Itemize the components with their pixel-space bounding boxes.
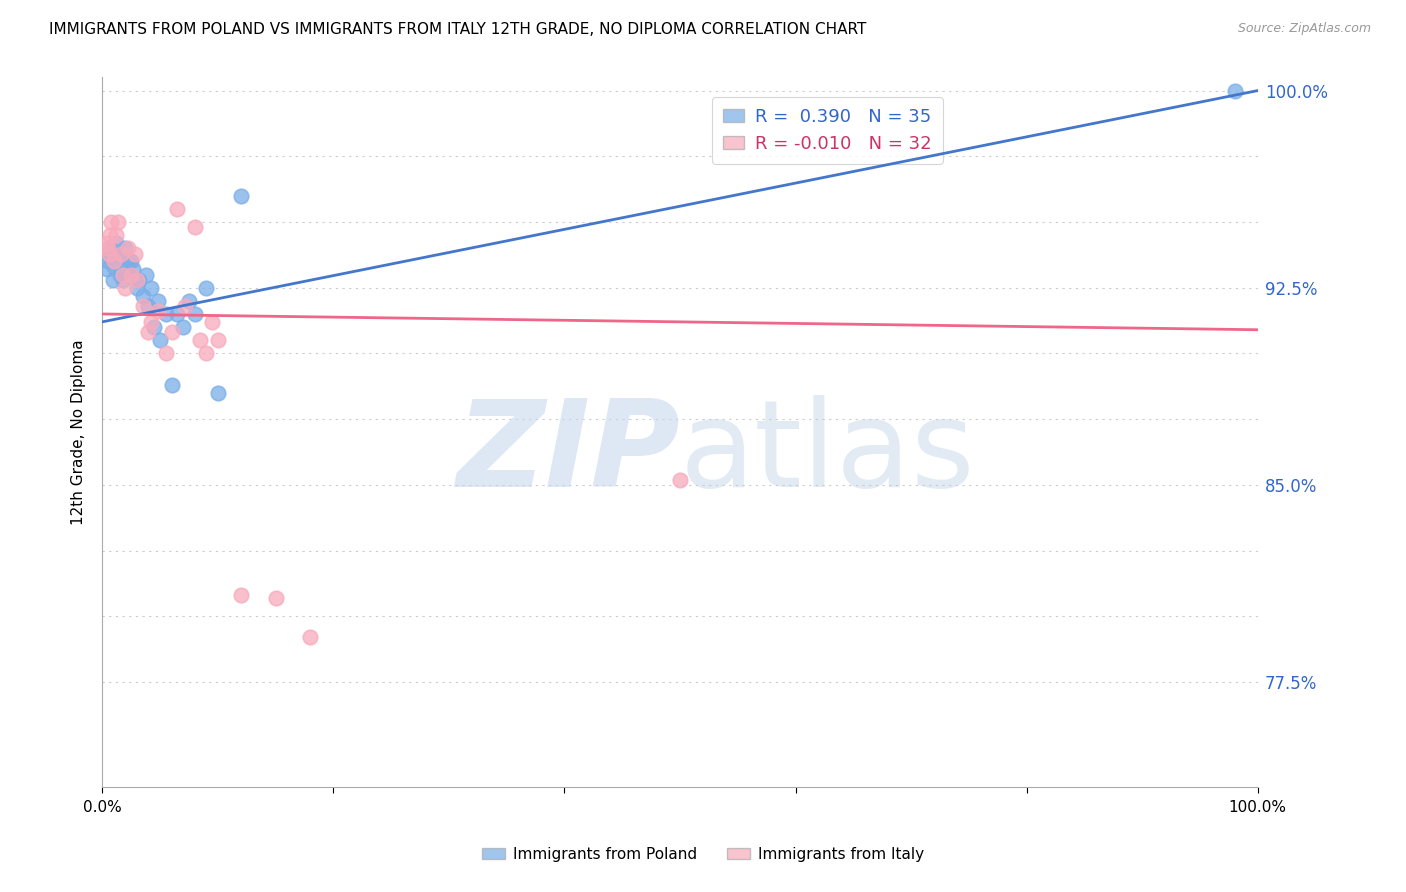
- Point: [131, 288, 153, 302]
- Point: [207, 333, 229, 347]
- Point: [114, 281, 136, 295]
- Point: [135, 268, 157, 282]
- Point: [98, 228, 121, 243]
- Point: [103, 254, 125, 268]
- Legend: Immigrants from Poland, Immigrants from Italy: Immigrants from Poland, Immigrants from …: [475, 841, 931, 868]
- Point: [98, 249, 121, 263]
- Point: [110, 246, 132, 260]
- Legend: R =  0.390   N = 35, R = -0.010   N = 32: R = 0.390 N = 35, R = -0.010 N = 32: [711, 97, 942, 164]
- Point: [97, 241, 120, 255]
- Point: [125, 273, 148, 287]
- Point: [149, 333, 172, 347]
- Point: [201, 315, 224, 329]
- Point: [138, 299, 160, 313]
- Point: [117, 254, 139, 268]
- Text: atlas: atlas: [681, 395, 976, 512]
- Point: [105, 228, 128, 243]
- Point: [107, 215, 129, 229]
- Point: [114, 241, 136, 255]
- Point: [183, 220, 205, 235]
- Point: [195, 281, 218, 295]
- Point: [118, 268, 141, 282]
- Text: IMMIGRANTS FROM POLAND VS IMMIGRANTS FROM ITALY 12TH GRADE, NO DIPLOMA CORRELATI: IMMIGRANTS FROM POLAND VS IMMIGRANTS FRO…: [49, 22, 866, 37]
- Point: [105, 235, 128, 250]
- Y-axis label: 12th Grade, No Diploma: 12th Grade, No Diploma: [72, 340, 86, 525]
- Point: [131, 299, 153, 313]
- Text: ZIP: ZIP: [457, 395, 681, 512]
- Point: [110, 254, 132, 268]
- Point: [111, 268, 134, 282]
- Point: [229, 188, 252, 202]
- Point: [229, 588, 252, 602]
- Point: [103, 260, 125, 274]
- Point: [146, 293, 169, 308]
- Point: [172, 320, 194, 334]
- Point: [195, 346, 218, 360]
- Point: [96, 262, 118, 277]
- Point: [146, 304, 169, 318]
- Point: [155, 346, 177, 360]
- Point: [1223, 84, 1246, 98]
- Point: [128, 273, 150, 287]
- Point: [122, 262, 145, 277]
- Point: [101, 273, 124, 287]
- Point: [174, 299, 197, 313]
- Point: [111, 273, 134, 287]
- Point: [160, 326, 183, 340]
- Point: [166, 202, 188, 216]
- Point: [669, 473, 692, 487]
- Point: [125, 281, 148, 295]
- Point: [120, 268, 142, 282]
- Point: [97, 254, 120, 268]
- Point: [96, 235, 118, 250]
- Point: [117, 241, 139, 255]
- Point: [155, 307, 177, 321]
- Point: [183, 307, 205, 321]
- Point: [98, 241, 121, 255]
- Point: [177, 293, 200, 308]
- Point: [98, 246, 121, 260]
- Point: [108, 268, 131, 282]
- Point: [105, 246, 128, 260]
- Point: [190, 333, 212, 347]
- Point: [299, 630, 322, 644]
- Point: [138, 326, 160, 340]
- Point: [124, 246, 146, 260]
- Point: [160, 378, 183, 392]
- Point: [120, 254, 142, 268]
- Point: [139, 281, 162, 295]
- Point: [264, 591, 287, 605]
- Point: [207, 385, 229, 400]
- Point: [143, 320, 166, 334]
- Point: [100, 215, 122, 229]
- Point: [139, 315, 162, 329]
- Point: [166, 307, 188, 321]
- Text: Source: ZipAtlas.com: Source: ZipAtlas.com: [1237, 22, 1371, 36]
